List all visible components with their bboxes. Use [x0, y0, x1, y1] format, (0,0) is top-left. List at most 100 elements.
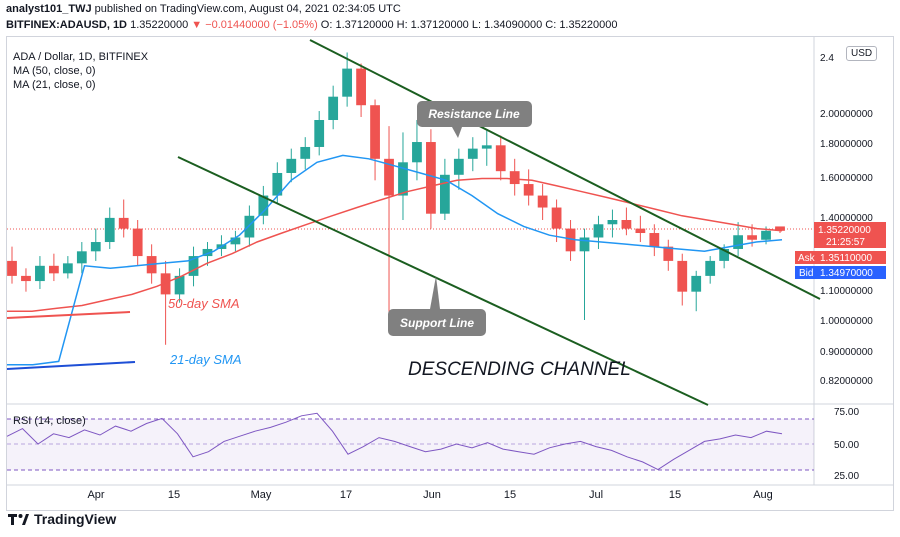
- ask-value: 1.35110000: [820, 253, 873, 264]
- chart-frame: [6, 36, 894, 511]
- rsi-tick: 75.00: [834, 407, 859, 418]
- candle-body: [523, 184, 534, 196]
- candle-body: [35, 265, 45, 282]
- candle-body: [551, 207, 562, 229]
- publish-info: analyst101_TWJ published on TradingView.…: [6, 3, 401, 15]
- rsi-tick: 50.00: [834, 440, 859, 451]
- time-tick: Jun: [423, 489, 441, 501]
- ask-label: Ask: [798, 253, 816, 264]
- bid-value: 1.34970000: [820, 268, 873, 279]
- candle-body: [328, 96, 339, 121]
- candle-body: [495, 145, 506, 172]
- candle-body: [467, 148, 478, 159]
- candle-body: [621, 220, 632, 229]
- resistance-label: Resistance Line: [428, 107, 520, 121]
- price-tick: 0.82000000: [820, 376, 873, 387]
- price-change: ▼ −0.01440000 (−1.05%): [191, 19, 318, 31]
- candles-layer: [7, 52, 785, 345]
- candle-body: [174, 275, 185, 295]
- ma50-legend: MA (50, close, 0): [13, 65, 96, 77]
- price-tick: 2.4: [820, 53, 834, 64]
- price-tick: 1.10000000: [820, 286, 873, 297]
- candle-body: [202, 248, 213, 257]
- candle-body: [733, 235, 743, 249]
- candle-body: [691, 275, 702, 292]
- candle-body: [481, 145, 492, 149]
- candle-body: [62, 263, 73, 274]
- candle-body: [356, 68, 366, 106]
- candle-body: [747, 235, 757, 240]
- time-axis: Apr 15 May 17 Jun 15 Jul 15 Aug: [87, 489, 772, 501]
- support-label: Support Line: [400, 316, 474, 330]
- time-tick: Aug: [753, 489, 773, 501]
- sma21-pointer-line: [6, 361, 136, 370]
- candle-body: [104, 217, 115, 243]
- ma21-legend: MA (21, close, 0): [13, 79, 96, 91]
- time-tick: 15: [669, 489, 681, 501]
- price-tick: 1.00000000: [820, 316, 873, 327]
- candle-body: [775, 226, 785, 231]
- candle-body: [607, 220, 618, 225]
- rsi-axis: 75.00 50.00 25.00: [834, 407, 859, 482]
- candle-body: [635, 228, 646, 234]
- rsi-legend: RSI (14, close): [13, 415, 86, 427]
- time-tick: May: [251, 489, 272, 501]
- candle-body: [412, 142, 422, 163]
- candle-body: [21, 275, 31, 282]
- ma21-line: [7, 154, 783, 366]
- symbol-label: BITFINEX:ADAUSD, 1D: [6, 19, 128, 31]
- price-axis: 2.4 2.00000000 1.80000000 1.60000000 1.4…: [820, 53, 873, 387]
- candle-body: [370, 105, 380, 159]
- candle-body: [244, 215, 255, 238]
- time-tick: Apr: [87, 489, 104, 501]
- price-tick: 1.40000000: [820, 213, 873, 224]
- candle-body: [286, 158, 297, 173]
- last-price-badge: 1.35220000 21:25:57: [814, 222, 886, 248]
- ask-badge: Ask 1.35110000: [795, 251, 886, 264]
- candle-body: [272, 172, 283, 196]
- time-tick: 15: [168, 489, 180, 501]
- publish-date: published on TradingView.com, August 04,…: [91, 3, 401, 15]
- candle-body: [49, 265, 59, 274]
- symbol-info: BITFINEX:ADAUSD, 1D 1.35220000 ▼ −0.0144…: [6, 19, 617, 31]
- tradingview-footer[interactable]: TradingView: [8, 511, 116, 527]
- price-tick: 1.60000000: [820, 173, 873, 184]
- resistance-callout[interactable]: Resistance Line: [417, 101, 532, 138]
- candle-body: [314, 120, 325, 147]
- candle-body: [719, 248, 730, 261]
- price-tick: 1.80000000: [820, 139, 873, 150]
- candle-body: [649, 233, 660, 247]
- candle-body: [188, 256, 199, 276]
- candle-body: [579, 237, 590, 252]
- candle-body: [76, 251, 87, 264]
- candle-body: [132, 228, 143, 257]
- candle-body: [300, 146, 311, 159]
- candle-body: [537, 195, 548, 208]
- current-price: 1.35220000: [127, 19, 192, 31]
- bid-badge: Bid 1.34970000: [795, 266, 886, 279]
- candle-body: [426, 142, 436, 214]
- rsi-line: [6, 412, 783, 471]
- ohlc-values: O: 1.37120000 H: 1.37120000 L: 1.3409000…: [317, 19, 618, 31]
- time-tick: Jul: [589, 489, 603, 501]
- resistance-trendline[interactable]: [309, 39, 821, 300]
- sma50-label: 50-day SMA: [168, 296, 240, 311]
- time-tick: 17: [340, 489, 352, 501]
- support-trendline[interactable]: [177, 156, 709, 406]
- candle-body: [677, 260, 688, 292]
- time-tick: 15: [504, 489, 516, 501]
- candle-body: [509, 171, 520, 185]
- ma50-line: [7, 177, 783, 312]
- author-name[interactable]: analyst101_TWJ: [6, 3, 92, 15]
- candle-body: [761, 230, 771, 240]
- candle-body: [342, 68, 353, 97]
- support-callout[interactable]: Support Line: [388, 276, 486, 336]
- candle-body: [7, 260, 17, 276]
- price-tick: 0.90000000: [820, 347, 873, 358]
- candle-body: [565, 228, 576, 252]
- price-tick: 2.00000000: [820, 109, 873, 120]
- countdown-value: 21:25:57: [826, 237, 865, 248]
- brand-name: TradingView: [34, 511, 117, 527]
- currency-button[interactable]: USD: [846, 46, 878, 61]
